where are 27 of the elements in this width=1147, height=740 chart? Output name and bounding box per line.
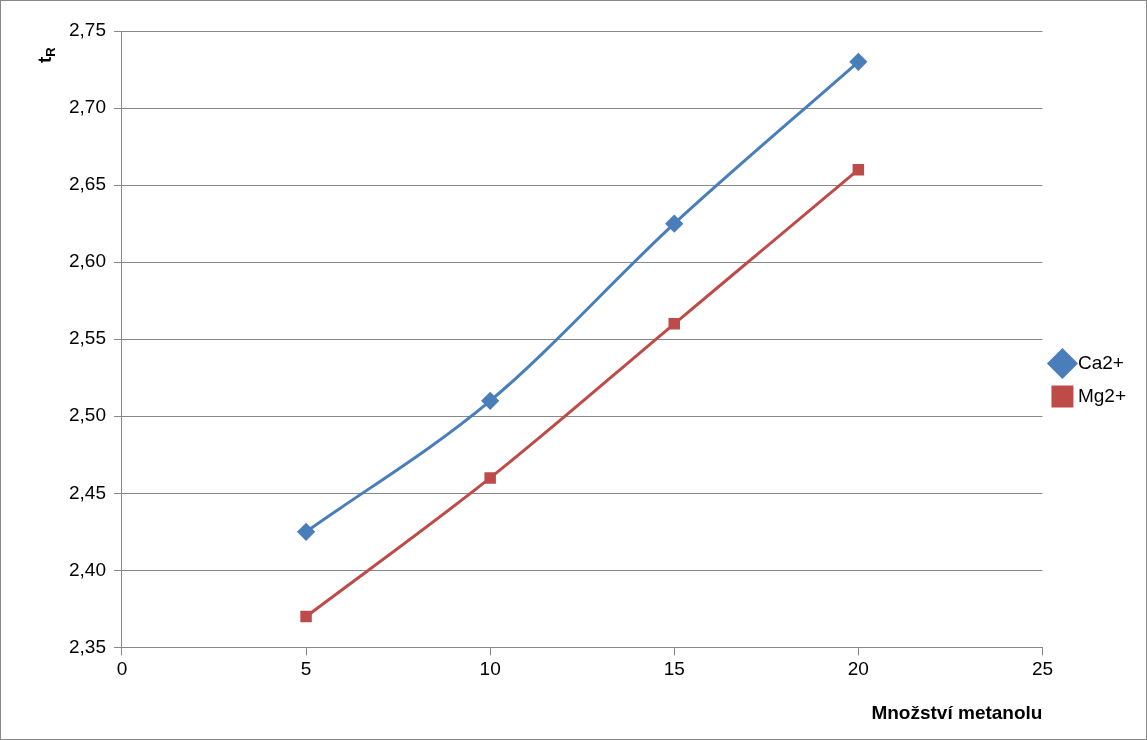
y-tick-label: 2,65 xyxy=(69,173,106,195)
x-tick-label: 0 xyxy=(116,658,128,680)
point xyxy=(300,610,312,623)
x-tick-label: 25 xyxy=(1031,658,1054,680)
x-axis-title: Množství metanolu xyxy=(871,701,1043,723)
y-tick-label: 2,50 xyxy=(69,404,106,426)
point xyxy=(484,472,496,484)
x-tick-label: 10 xyxy=(479,658,501,680)
y-tick-label: 2,70 xyxy=(69,96,106,118)
point xyxy=(481,392,499,410)
point xyxy=(668,318,680,330)
point xyxy=(665,215,683,233)
legend-label: Ca2+ xyxy=(1077,351,1124,373)
y-tick-label: 2,35 xyxy=(69,635,106,657)
y-axis-title: tR xyxy=(34,46,58,63)
y-tick-label: 2,55 xyxy=(69,327,106,349)
y-tick-label: 2,40 xyxy=(69,558,106,580)
point xyxy=(852,163,865,176)
point xyxy=(297,523,315,541)
x-tick-label: 5 xyxy=(300,658,312,680)
y-tick-label: 2,45 xyxy=(69,481,106,503)
x-tick-label: 20 xyxy=(847,658,869,680)
y-tick-label: 2,60 xyxy=(69,250,106,272)
x-tick-label: 15 xyxy=(663,658,685,680)
y-tick-label: 2,75 xyxy=(69,19,106,41)
legend-label: Mg2+ xyxy=(1077,384,1127,406)
point xyxy=(849,53,867,71)
